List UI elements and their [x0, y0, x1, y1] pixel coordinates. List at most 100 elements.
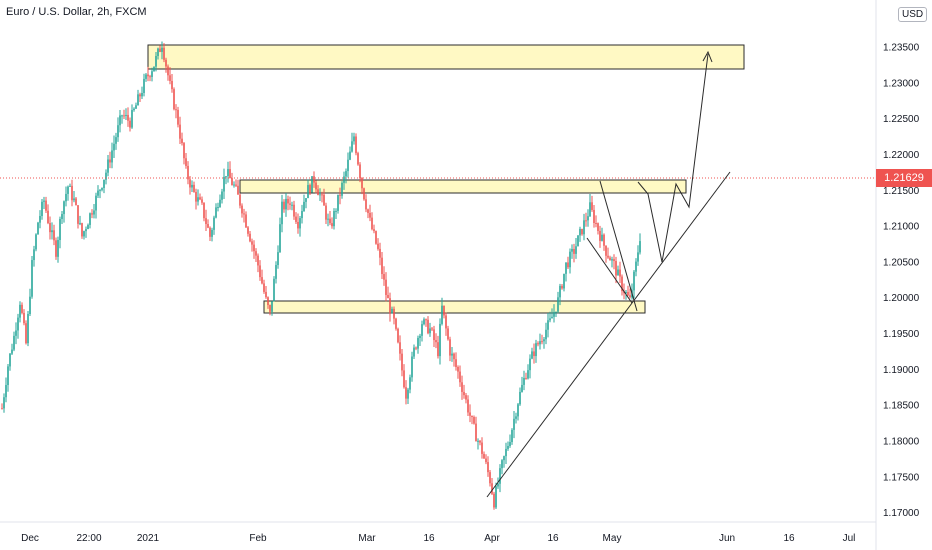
candle-body [535, 343, 537, 357]
candle-body [35, 234, 37, 250]
candle-body [75, 198, 77, 206]
candle-body [495, 486, 497, 508]
y-tick-label: 1.23000 [883, 78, 920, 89]
candle-body [99, 189, 101, 191]
candle-body [551, 316, 553, 319]
candle-body [353, 136, 355, 142]
candle-body [377, 243, 379, 249]
candles [1, 41, 641, 510]
candle-body [47, 210, 49, 224]
candle-body [363, 188, 365, 200]
candle-body [461, 382, 463, 392]
candle-body [479, 440, 481, 443]
candle-body [97, 190, 99, 196]
candle-body [397, 328, 399, 343]
candle-body [619, 269, 621, 277]
candle-body [439, 323, 441, 357]
candle-body [293, 204, 295, 217]
candle-body [101, 188, 103, 190]
candle-body [325, 205, 327, 220]
x-tick-label: 16 [547, 533, 559, 544]
candle-body [381, 257, 383, 275]
candle-body [157, 48, 159, 56]
candle-body [541, 341, 543, 343]
x-tick-label: Jun [719, 533, 735, 544]
candle-body [223, 176, 225, 192]
candle-body [343, 176, 345, 183]
candle-body [53, 230, 55, 241]
candle-body [407, 389, 409, 399]
wedge-lower-line [586, 237, 633, 304]
candle-body [471, 415, 473, 418]
candle-body [459, 371, 461, 383]
candle-body [409, 377, 411, 390]
candle-body [81, 223, 83, 237]
candle-body [153, 66, 155, 72]
candle-body [93, 210, 95, 215]
candle-body [565, 262, 567, 274]
candle-body [427, 319, 429, 334]
x-tick-label: Apr [484, 533, 500, 544]
candle-body [585, 220, 587, 222]
candle-body [525, 377, 527, 379]
candle-body [519, 391, 521, 405]
candle-body [23, 312, 25, 324]
candle-body [445, 315, 447, 329]
candle-body [559, 285, 561, 298]
y-tick-label: 1.17500 [883, 472, 920, 483]
candle-body [227, 169, 229, 177]
candle-body [579, 228, 581, 236]
candle-body [235, 184, 237, 186]
candle-body [31, 260, 33, 297]
y-tick-label: 1.20500 [883, 257, 920, 268]
candle-body [129, 120, 131, 128]
candle-body [25, 323, 27, 344]
candle-body [199, 197, 201, 200]
candle-body [493, 493, 495, 508]
candle-body [185, 158, 187, 166]
candle-body [29, 296, 31, 315]
candle-body [317, 189, 319, 196]
candle-body [239, 194, 241, 206]
candle-body [319, 194, 321, 196]
y-tick-label: 1.19500 [883, 329, 920, 340]
candle-body [329, 218, 331, 224]
candle-body [567, 262, 569, 268]
candle-body [121, 115, 123, 117]
candle-body [423, 319, 425, 325]
candle-body [241, 205, 243, 214]
candle-body [351, 141, 353, 152]
candle-body [133, 108, 135, 111]
candle-body [187, 165, 189, 180]
candle-body [587, 216, 589, 221]
candle-body [635, 261, 637, 272]
candle-body [529, 358, 531, 371]
candle-body [431, 328, 433, 330]
candle-body [347, 159, 349, 172]
candle-body [17, 317, 19, 331]
candle-body [11, 349, 13, 354]
candle-body [299, 218, 301, 229]
candle-body [43, 200, 45, 202]
candle-body [13, 335, 15, 350]
candle-body [509, 442, 511, 446]
candle-body [601, 234, 603, 241]
candle-body [455, 359, 457, 367]
candle-body [473, 417, 475, 424]
trendline [486, 171, 731, 498]
candle-body [501, 460, 503, 469]
candle-body [469, 412, 471, 416]
currency-selector[interactable]: USD [898, 7, 928, 22]
y-tick-label: 1.20000 [883, 293, 920, 304]
candle-body [607, 255, 609, 258]
candle-body [45, 200, 47, 211]
resistance-support-zone [263, 300, 646, 314]
candle-body [209, 227, 211, 237]
candle-body [221, 191, 223, 200]
candle-body [531, 351, 533, 359]
candle-body [511, 429, 513, 443]
candle-body [537, 343, 539, 345]
y-tick-label: 1.18500 [883, 401, 920, 412]
candle-body [37, 222, 39, 235]
